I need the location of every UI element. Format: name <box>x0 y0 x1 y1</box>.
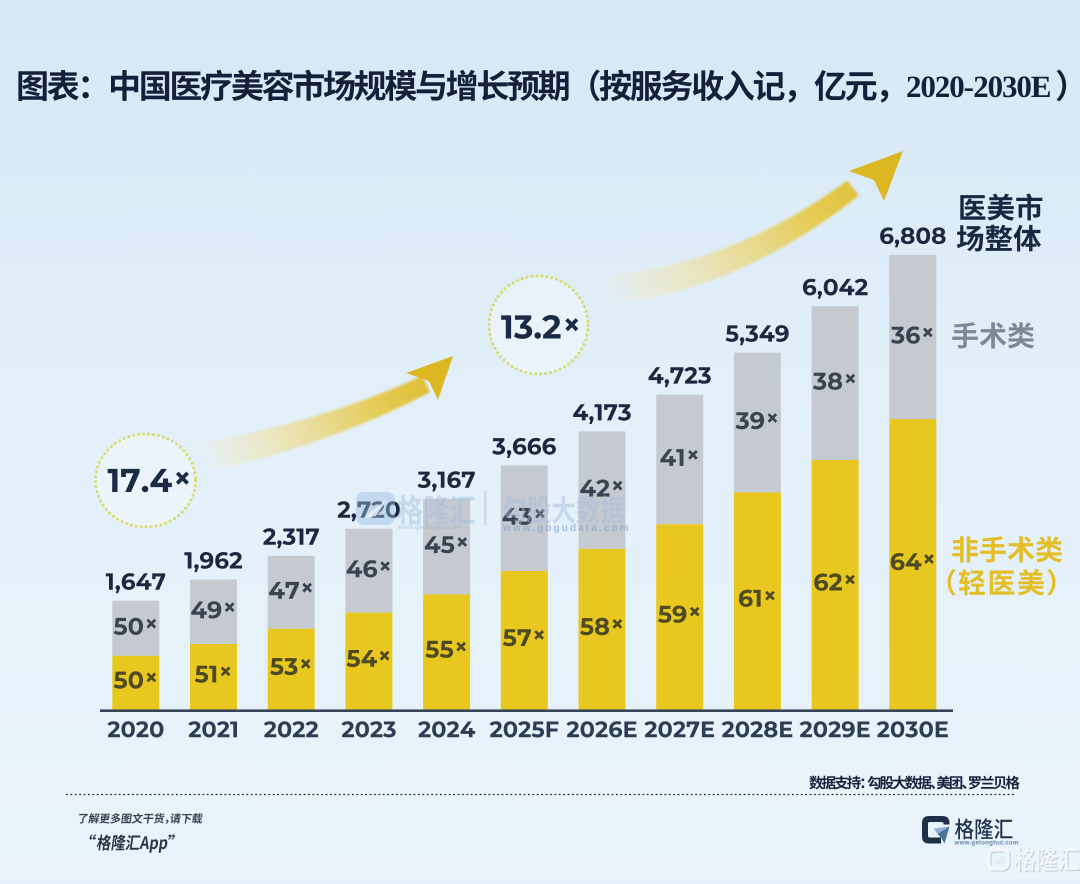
svg-text:www.gogudata.com: www.gogudata.com <box>502 523 631 534</box>
svg-text:www.gelonghui.com: www.gelonghui.com <box>954 839 1019 846</box>
svg-text:www.gelonghui.com: www.gelonghui.com <box>397 524 463 531</box>
